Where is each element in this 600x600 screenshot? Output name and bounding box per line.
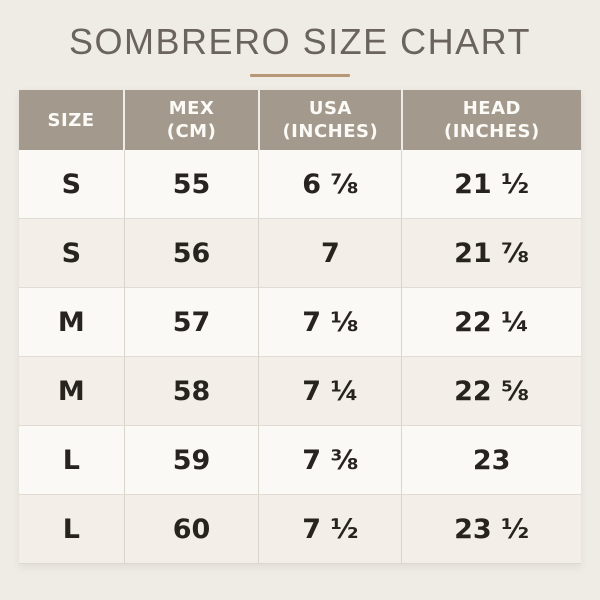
page-title: SOMBRERO SIZE CHART — [69, 21, 531, 62]
table-cell-head-inches: 22 ¼ — [401, 287, 581, 357]
table-row: M 57 7 ⅛ 22 ¼ — [19, 287, 581, 357]
table-cell-usa-inches: 7 ½ — [258, 494, 402, 564]
table-row: M 58 7 ¼ 22 ⅝ — [19, 356, 581, 426]
table-cell-head-inches: 23 ½ — [401, 494, 581, 564]
column-header-head-inches: HEAD (INCHES) — [400, 90, 581, 150]
table-header-row: SIZE MEX (CM) USA (INCHES) HEAD (INCHES) — [19, 90, 581, 150]
table-cell-mex-cm: 57 — [123, 287, 259, 357]
title-underline-divider — [250, 74, 350, 77]
table-cell-head-inches: 22 ⅝ — [401, 356, 581, 426]
table-header: SIZE MEX (CM) USA (INCHES) HEAD (INCHES) — [19, 90, 581, 150]
column-header-usa-inches: USA (INCHES) — [257, 90, 402, 150]
table-row: L 59 7 ⅜ 23 — [19, 425, 581, 495]
column-header-size: SIZE — [19, 90, 125, 150]
table-cell-size: S — [61, 168, 82, 200]
table-cell-size: M — [19, 287, 125, 357]
table-cell-usa-inches: 7 ¼ — [258, 356, 402, 426]
table-row: L 60 7 ½ 23 ½ — [19, 494, 581, 564]
table-cell-mex-cm: 58 — [123, 356, 259, 426]
table-cell-head-inches: 21 ½ — [401, 150, 581, 219]
column-header-mex-cm: MEX (CM) — [123, 90, 259, 150]
table-cell-size: S — [19, 218, 125, 288]
table-cell-usa-inches: 7 ⅛ — [258, 287, 402, 357]
table-row: S 56 7 21 ⅞ — [19, 218, 581, 288]
table-cell-mex-cm: 56 — [123, 218, 259, 288]
table-cell-size: L — [19, 494, 125, 564]
table-cell-usa-inches: 6 ⅞ — [258, 150, 402, 219]
table-cell-head-inches: 23 — [401, 425, 581, 495]
table-cell-mex-cm: 55 — [123, 150, 259, 219]
table-cell-usa-inches: 7 ⅜ — [258, 425, 402, 495]
table-cell-mex-cm: 60 — [123, 494, 259, 564]
table-cell-usa-inches: 7 — [258, 218, 402, 288]
table-cell-size: L — [19, 425, 125, 495]
table-cell-mex-cm: 59 — [123, 425, 259, 495]
table-cell-size: M — [19, 356, 125, 426]
table-row: S 55 6 ⅞ 21 ½ — [19, 150, 581, 219]
table-cell-head-inches: 21 ⅞ — [401, 218, 581, 288]
